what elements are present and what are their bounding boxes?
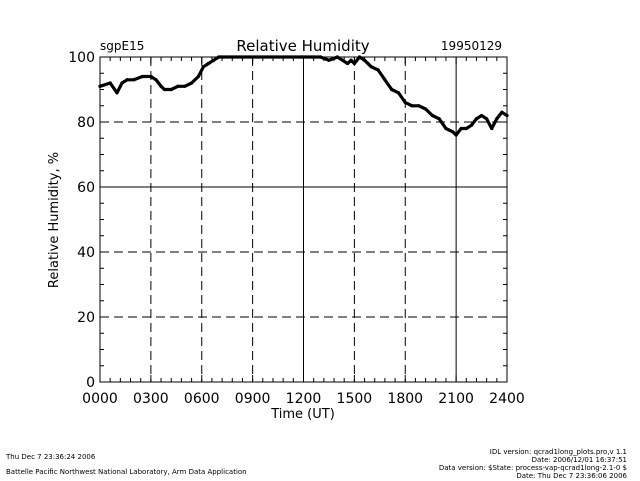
data-point xyxy=(424,107,428,111)
data-point xyxy=(495,117,499,121)
data-point xyxy=(474,117,479,121)
x-tick-label-1200: 1200 xyxy=(286,391,322,407)
data-point xyxy=(345,61,350,66)
data-point xyxy=(490,126,494,131)
grid-lines xyxy=(100,57,507,382)
data-point xyxy=(120,81,124,85)
x-axis-label: Time (UT) xyxy=(270,407,335,422)
data-point xyxy=(154,78,158,82)
data-point xyxy=(369,65,373,69)
y-axis-label: Relative Humidity, % xyxy=(47,152,62,288)
data-point xyxy=(183,84,187,88)
footer-file-date: Date: 2006/12/01 16:37:51 xyxy=(531,456,627,464)
x-tick-label-1500: 1500 xyxy=(337,391,373,407)
data-point xyxy=(469,123,473,127)
x-tick-label-0900: 0900 xyxy=(235,391,271,407)
footer-timestamp: Thu Dec 7 23:36:24 2006 xyxy=(6,453,96,461)
data-point xyxy=(149,74,153,79)
y-tick-label-80: 80 xyxy=(77,115,95,131)
data-point xyxy=(196,74,200,79)
footer-run-date: Date: Thu Dec 7 23:36:06 2006 xyxy=(516,472,627,480)
data-point xyxy=(159,84,163,88)
x-tick-label-0600: 0600 xyxy=(184,391,220,407)
data-point xyxy=(162,87,167,92)
x-tick-label-2100: 2100 xyxy=(438,391,474,407)
y-tick-label-20: 20 xyxy=(77,310,95,326)
y-tick-label-40: 40 xyxy=(77,245,95,261)
footer-idl-version: IDL version: qcrad1long_plots.pro,v 1.1 xyxy=(489,448,627,456)
data-point xyxy=(451,130,455,134)
data-point xyxy=(417,104,421,108)
data-point xyxy=(376,68,380,72)
data-point xyxy=(176,84,180,88)
data-point xyxy=(390,87,394,92)
data-point xyxy=(500,110,504,114)
data-point xyxy=(212,58,216,62)
data-point xyxy=(454,133,458,137)
data-point xyxy=(383,78,387,82)
x-tick-label-0000: 0000 xyxy=(82,391,118,407)
data-point xyxy=(327,58,331,62)
data-point xyxy=(396,91,401,95)
site-label: sgpE15 xyxy=(100,39,144,53)
plot-frame xyxy=(99,56,508,383)
data-point xyxy=(189,81,194,85)
x-tick-label-0300: 0300 xyxy=(133,391,169,407)
data-point xyxy=(201,65,206,69)
chart-title: Relative Humidity xyxy=(236,37,369,55)
data-point xyxy=(485,117,489,121)
date-label: 19950129 xyxy=(441,39,502,53)
y-tick-label-0: 0 xyxy=(86,375,95,391)
data-point xyxy=(444,126,448,131)
data-point xyxy=(108,81,112,85)
data-point xyxy=(479,113,484,118)
data-point xyxy=(437,117,441,121)
data-point xyxy=(132,78,136,82)
data-point xyxy=(140,74,144,79)
y-tick-label-60: 60 xyxy=(77,180,95,196)
data-point xyxy=(464,126,468,131)
data-point xyxy=(352,61,356,66)
data-point xyxy=(169,87,173,92)
data-point xyxy=(349,58,353,62)
data-point xyxy=(115,91,119,95)
data-point xyxy=(206,61,211,66)
data-point xyxy=(410,104,414,108)
x-tick-label-2400: 2400 xyxy=(489,391,525,407)
y-tick-labels: 0 20 40 60 80 100 xyxy=(68,50,95,391)
footer-organization: Battelle Pacific Northwest National Labo… xyxy=(6,468,247,476)
footer-data-version: Data version: $State: process-vap-qcrad1… xyxy=(438,464,627,472)
x-tick-label-1800: 1800 xyxy=(387,391,423,407)
data-point xyxy=(459,126,463,131)
data-point xyxy=(340,58,345,62)
data-point xyxy=(125,78,129,82)
data-point xyxy=(362,58,367,62)
data-point xyxy=(430,113,434,118)
series-layer xyxy=(98,55,509,137)
x-tick-labels: 0000 0300 0600 0900 1200 1500 1800 2100 2400 xyxy=(82,391,525,407)
y-tick-label-100: 100 xyxy=(68,50,95,66)
data-point xyxy=(403,100,407,105)
